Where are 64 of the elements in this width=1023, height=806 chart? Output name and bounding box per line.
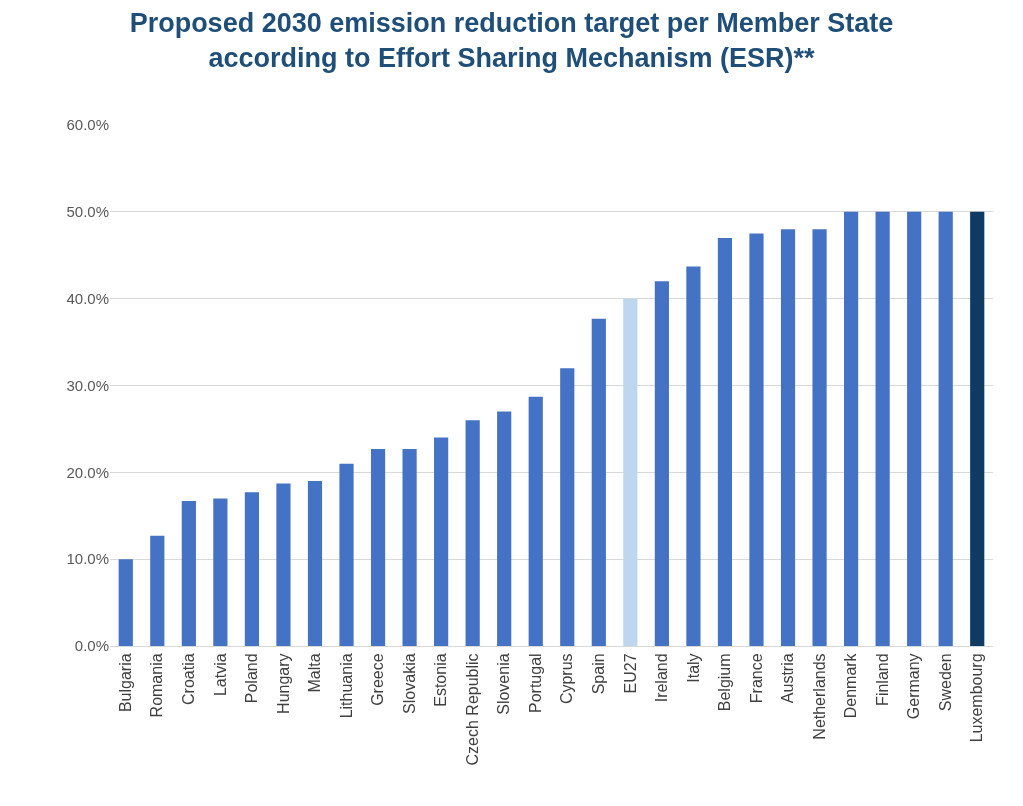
bar <box>465 420 480 646</box>
chart-title: Proposed 2030 emission reduction target per Member State according to Effort Sharing Mechanism (ESR)** <box>129 8 894 74</box>
bar <box>654 281 669 646</box>
x-tick-label: Portugal <box>526 653 544 713</box>
bar <box>244 492 260 646</box>
x-tick-label: Croatia <box>180 653 198 705</box>
x-tick-label: Denmark <box>842 652 860 719</box>
x-tick-label: Bulgaria <box>116 653 134 713</box>
bar <box>497 411 512 646</box>
x-tick-label: Cyprus <box>558 653 576 705</box>
bar <box>307 481 323 646</box>
bar <box>875 211 890 646</box>
y-tick-label: 60.0% <box>66 116 109 134</box>
x-tick-label: Spain <box>590 653 607 695</box>
bar <box>434 437 449 646</box>
x-tick-label: Malta <box>306 653 324 693</box>
y-tick-label: 30.0% <box>66 376 109 394</box>
bar <box>907 211 922 646</box>
x-tick-label: Czech Republic <box>463 653 481 766</box>
bar <box>181 500 196 646</box>
bar <box>591 318 606 646</box>
y-tick-label: 50.0% <box>66 203 109 221</box>
x-tick-label: Romania <box>148 653 166 718</box>
x-tick-label: Hungary <box>274 653 292 714</box>
x-tick-label: France <box>747 653 765 704</box>
x-tick-label: Italy <box>684 653 702 683</box>
bar <box>812 229 827 646</box>
x-tick-label: Netherlands <box>810 653 828 740</box>
x-tick-label: Germany <box>905 653 923 720</box>
bar <box>276 483 291 646</box>
x-tick-label: Austria <box>779 653 797 704</box>
bar <box>339 463 354 646</box>
x-tick-label: EU27 <box>621 653 639 694</box>
bar <box>686 266 701 646</box>
bar <box>402 448 417 646</box>
bar <box>528 396 543 646</box>
bar <box>780 229 796 646</box>
bar <box>717 237 733 646</box>
x-tick-label: Sweden <box>936 653 954 712</box>
x-tick-label: Ireland <box>653 653 671 703</box>
bar <box>623 298 638 646</box>
bar <box>938 211 953 646</box>
x-tick-label: Greece <box>369 653 387 706</box>
bar <box>749 233 764 646</box>
x-tick-label: Lithuania <box>337 653 355 719</box>
x-tick-label: Finland <box>873 653 891 706</box>
x-tick-label: Belgium <box>716 653 734 712</box>
bar <box>118 559 133 646</box>
bar <box>560 368 575 646</box>
bar <box>970 211 985 646</box>
x-tick-label: Slovenia <box>495 653 513 715</box>
y-tick-label: 10.0% <box>66 550 109 568</box>
bar <box>843 211 859 646</box>
y-tick-label: 20.0% <box>66 463 109 481</box>
x-tick-label: Slovakia <box>400 653 418 714</box>
x-tick-label: Latvia <box>211 653 229 697</box>
bar <box>370 448 386 646</box>
bar <box>150 535 165 646</box>
x-tick-label: Luxembourg <box>968 653 986 743</box>
x-tick-label: Estonia <box>432 653 450 707</box>
y-tick-label: 0.0% <box>74 637 109 655</box>
y-tick-label: 40.0% <box>66 289 109 307</box>
x-tick-label: Poland <box>243 653 261 704</box>
bar <box>213 498 228 646</box>
